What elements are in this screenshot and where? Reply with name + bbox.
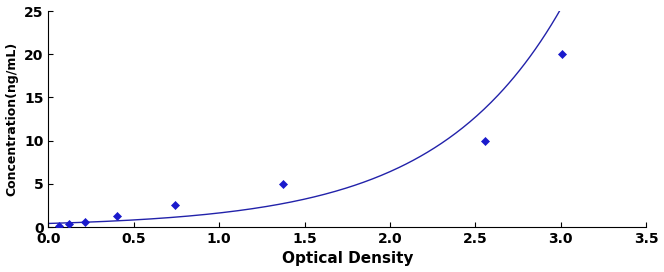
Y-axis label: Concentration(ng/mL): Concentration(ng/mL)	[5, 42, 19, 196]
X-axis label: Optical Density: Optical Density	[282, 251, 413, 267]
